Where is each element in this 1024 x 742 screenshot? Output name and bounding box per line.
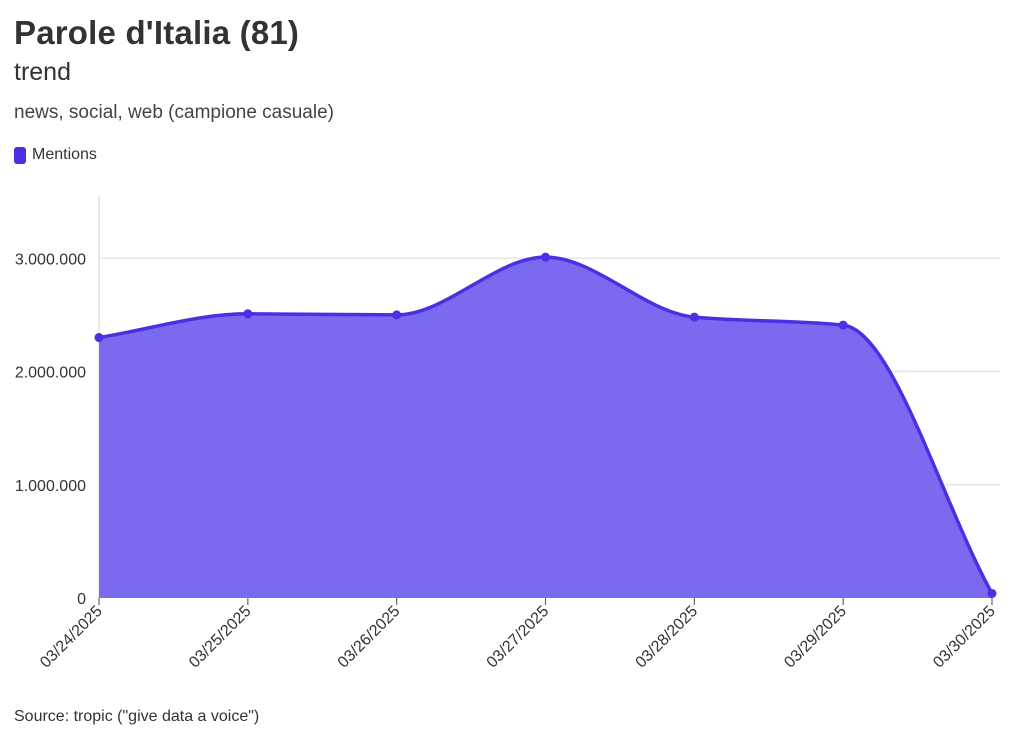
x-tick-label: 03/25/2025 <box>186 603 255 672</box>
x-tick-label: 03/24/2025 <box>37 603 106 672</box>
chart-description: news, social, web (campione casuale) <box>14 102 334 123</box>
y-axis: 0 1.000.000 2.000.000 3.000.000 <box>15 251 86 608</box>
data-point <box>541 252 550 262</box>
legend-swatch <box>14 146 26 164</box>
chart-subtitle: trend <box>14 58 71 86</box>
y-tick-label: 2.000.000 <box>15 365 86 382</box>
data-point <box>392 310 402 320</box>
x-tick-label: 03/27/2025 <box>484 603 553 672</box>
legend: Mentions <box>14 146 97 164</box>
x-tick-label: 03/28/2025 <box>633 603 702 672</box>
data-point <box>94 333 104 343</box>
data-point <box>689 312 699 322</box>
x-tick-label: 03/30/2025 <box>930 603 999 672</box>
area-layer <box>98 255 994 598</box>
series-area-mentions <box>99 257 992 598</box>
y-tick-label: 0 <box>77 591 86 608</box>
point-layer <box>94 252 997 598</box>
y-tick-label: 3.000.000 <box>15 251 86 268</box>
x-tick-label: 03/26/2025 <box>335 603 404 672</box>
data-point <box>838 320 848 330</box>
legend-label: Mentions <box>32 146 97 163</box>
data-point <box>987 588 997 598</box>
source-note: Source: tropic ("give data a voice") <box>14 708 260 725</box>
chart-title: Parole d'Italia (81) <box>14 14 300 51</box>
data-point <box>243 309 253 319</box>
y-tick-label: 1.000.000 <box>15 478 86 495</box>
x-axis: 03/24/2025 03/25/2025 03/26/2025 03/27/2025… <box>37 598 999 671</box>
x-tick-label: 03/29/2025 <box>781 603 850 672</box>
